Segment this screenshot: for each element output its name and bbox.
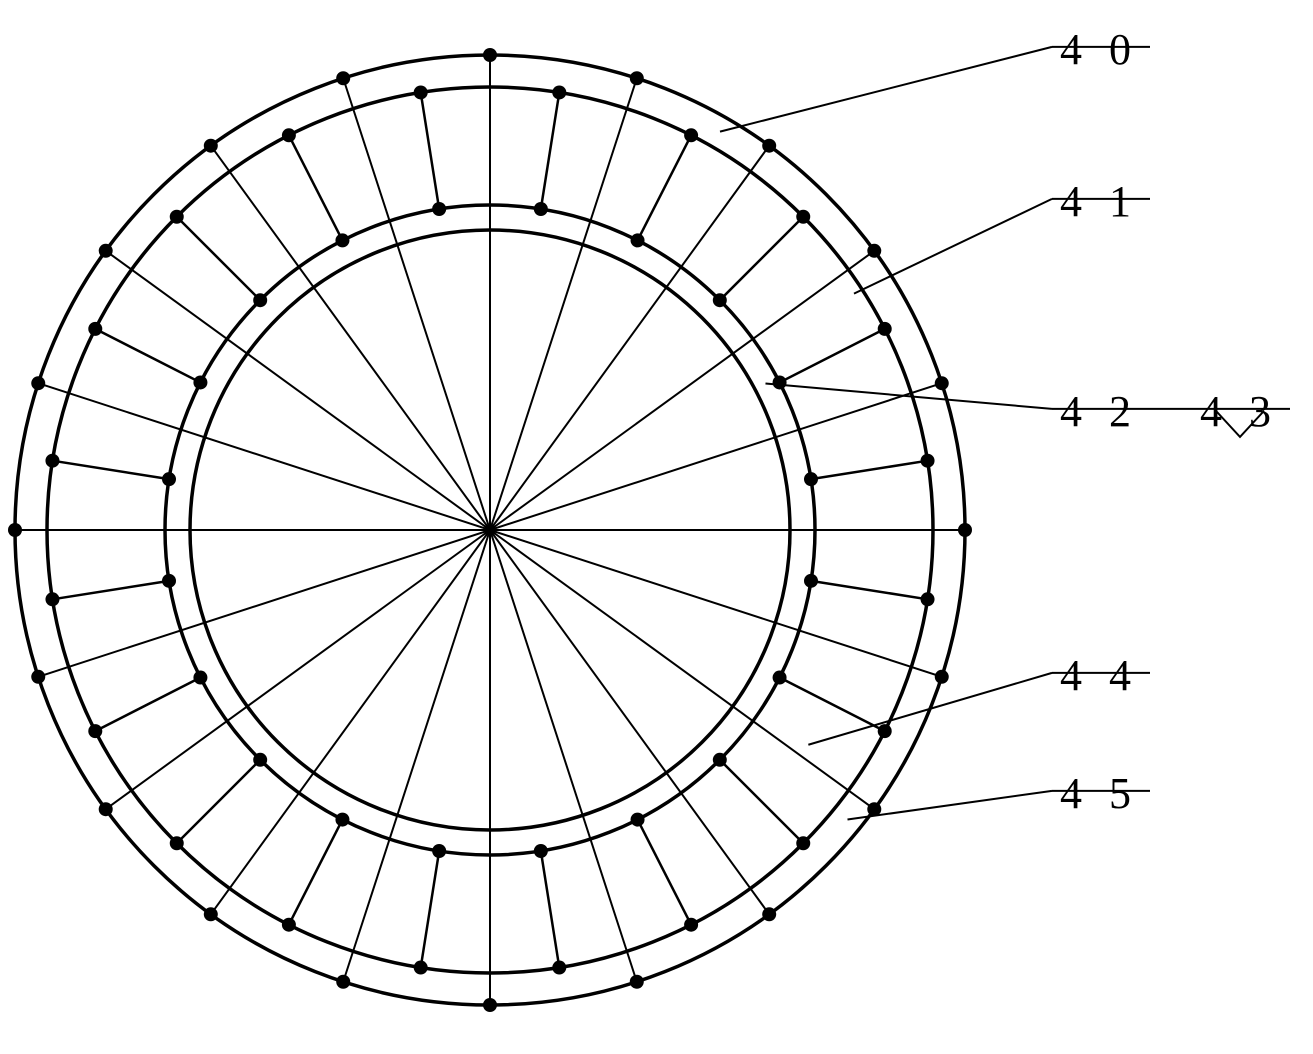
spoke-10 — [52, 461, 169, 479]
spoke-dot-inner-8 — [193, 671, 207, 685]
spoke-14 — [421, 92, 439, 209]
spoke-dot-inner-11 — [193, 375, 207, 389]
spoke-dot-outer-10 — [45, 454, 59, 468]
outer-dot-3 — [762, 907, 776, 921]
outer-dot-15 — [483, 48, 497, 62]
spoke-dot-inner-12 — [253, 293, 267, 307]
spoke-dot-inner-19 — [804, 472, 818, 486]
spoke-dot-outer-6 — [282, 918, 296, 932]
outer-dot-14 — [336, 71, 350, 85]
diagram-stage: 4 0 4 1 4 2 4 3 4 4 4 5 — [0, 0, 1313, 1054]
spoke-dot-outer-8 — [88, 724, 102, 738]
outer-dot-9 — [31, 670, 45, 684]
outer-dot-0 — [958, 523, 972, 537]
spoke-5 — [421, 851, 439, 968]
spoke-15 — [541, 92, 559, 209]
spoke-13 — [289, 135, 343, 240]
spoke-3 — [638, 820, 692, 925]
outer-dot-19 — [935, 376, 949, 390]
spoke-dot-inner-9 — [162, 574, 176, 588]
leader-s-41 — [854, 199, 1052, 294]
spoke-12 — [177, 217, 260, 300]
outer-dot-18 — [867, 244, 881, 258]
diagram-svg — [0, 0, 1313, 1054]
spoke-11 — [95, 329, 200, 383]
outer-dot-6 — [336, 975, 350, 989]
spoke-dot-outer-12 — [170, 210, 184, 224]
spoke-7 — [177, 760, 260, 843]
label-41: 4 1 — [1060, 176, 1139, 227]
outer-dot-11 — [31, 376, 45, 390]
spoke-2 — [720, 760, 803, 843]
spoke-dot-outer-14 — [414, 85, 428, 99]
spoke-dot-outer-3 — [684, 918, 698, 932]
outer-dot-13 — [204, 139, 218, 153]
spoke-dot-inner-18 — [773, 375, 787, 389]
spoke-dot-inner-10 — [162, 472, 176, 486]
spoke-dot-inner-2 — [713, 753, 727, 767]
label-44: 4 4 — [1060, 650, 1139, 701]
spoke-dot-inner-17 — [713, 293, 727, 307]
spoke-dot-inner-16 — [631, 233, 645, 247]
spoke-dot-outer-11 — [88, 322, 102, 336]
spoke-16 — [638, 135, 692, 240]
spoke-dot-inner-13 — [335, 233, 349, 247]
outer-dot-4 — [630, 975, 644, 989]
spoke-dot-outer-19 — [921, 454, 935, 468]
spoke-dot-outer-5 — [414, 961, 428, 975]
spoke-dot-inner-4 — [534, 844, 548, 858]
spoke-dot-inner-3 — [631, 813, 645, 827]
outer-dot-12 — [99, 244, 113, 258]
outer-dot-5 — [483, 998, 497, 1012]
outer-dot-7 — [204, 907, 218, 921]
outer-dot-1 — [935, 670, 949, 684]
spoke-dot-outer-15 — [552, 85, 566, 99]
spoke-8 — [95, 678, 200, 732]
spoke-dot-outer-13 — [282, 128, 296, 142]
spoke-dot-outer-2 — [796, 836, 810, 850]
spoke-1 — [780, 678, 885, 732]
spoke-0 — [811, 581, 928, 599]
spoke-dot-outer-0 — [921, 592, 935, 606]
spoke-dot-outer-17 — [796, 210, 810, 224]
outer-dot-10 — [8, 523, 22, 537]
spoke-dot-inner-6 — [335, 813, 349, 827]
leader-s-44 — [808, 673, 1052, 745]
outer-dot-17 — [762, 139, 776, 153]
label-43: 4 3 — [1200, 386, 1279, 437]
spoke-dot-outer-1 — [878, 724, 892, 738]
label-45: 4 5 — [1060, 768, 1139, 819]
outer-dot-8 — [99, 802, 113, 816]
spoke-9 — [52, 581, 169, 599]
spoke-dot-inner-14 — [432, 202, 446, 216]
spoke-dot-outer-16 — [684, 128, 698, 142]
spoke-4 — [541, 851, 559, 968]
spoke-dot-inner-15 — [534, 202, 548, 216]
spoke-dot-outer-18 — [878, 322, 892, 336]
spoke-18 — [780, 329, 885, 383]
spoke-dot-inner-7 — [253, 753, 267, 767]
outer-dot-16 — [630, 71, 644, 85]
spoke-dot-outer-9 — [45, 592, 59, 606]
spoke-19 — [811, 461, 928, 479]
leader-s-40 — [720, 47, 1052, 132]
label-40: 4 0 — [1060, 24, 1139, 75]
spoke-dot-outer-7 — [170, 836, 184, 850]
spoke-dot-inner-5 — [432, 844, 446, 858]
spoke-17 — [720, 217, 803, 300]
spoke-dot-inner-0 — [804, 574, 818, 588]
spoke-dot-outer-4 — [552, 961, 566, 975]
label-42: 4 2 — [1060, 386, 1139, 437]
spoke-6 — [289, 820, 343, 925]
spoke-dot-inner-1 — [773, 671, 787, 685]
